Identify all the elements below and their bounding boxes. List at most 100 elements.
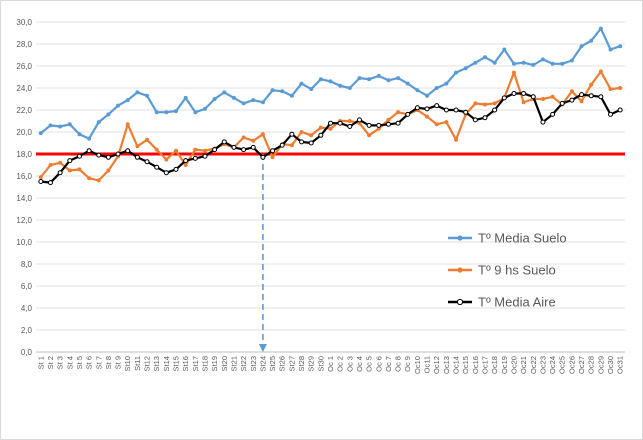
- data-point: [328, 120, 333, 126]
- x-tick-label: St24: [258, 356, 267, 371]
- x-tick-label: St14: [162, 356, 171, 371]
- data-point: [405, 111, 411, 117]
- data-point: [396, 76, 401, 81]
- data-point: [58, 124, 63, 129]
- x-tick-label: St16: [181, 356, 190, 371]
- data-point: [86, 148, 92, 154]
- data-point: [366, 122, 372, 128]
- data-point: [618, 86, 623, 90]
- data-point: [135, 90, 140, 95]
- x-tick-label: St20: [220, 356, 229, 371]
- data-point: [241, 147, 247, 153]
- data-point: [588, 93, 594, 99]
- data-point: [454, 137, 459, 142]
- data-point: [472, 117, 478, 123]
- data-point: [57, 170, 63, 176]
- data-point: [598, 69, 603, 74]
- data-point: [164, 110, 169, 115]
- data-point: [453, 107, 459, 113]
- data-point: [241, 101, 246, 106]
- data-point: [154, 147, 159, 152]
- data-point: [608, 111, 614, 117]
- data-point: [77, 132, 82, 137]
- legend-marker: [457, 267, 463, 273]
- data-point: [193, 147, 198, 152]
- data-point: [492, 107, 498, 113]
- data-point: [193, 110, 198, 115]
- x-tick-label: Oc15: [461, 356, 470, 374]
- data-point: [414, 105, 420, 111]
- data-point: [309, 87, 314, 92]
- x-tick-label: St15: [172, 356, 181, 371]
- x-tick-label: Oc17: [480, 356, 489, 374]
- data-point: [105, 154, 111, 160]
- data-point: [589, 38, 594, 43]
- x-tick-label: Oc10: [413, 356, 422, 374]
- data-point: [386, 117, 391, 122]
- x-tick-label: St 8: [104, 356, 113, 369]
- data-point: [76, 153, 82, 159]
- x-tick-label: St26: [278, 356, 287, 371]
- data-point: [579, 44, 584, 49]
- x-tick-label: Oc 5: [365, 356, 374, 372]
- data-point: [492, 101, 497, 106]
- data-point: [125, 148, 131, 154]
- y-tick-label: 4,0: [21, 304, 33, 313]
- data-point: [212, 97, 217, 101]
- y-axis-tick-labels: 0,0 2,0 4,0 6,0 8,0 10,0 12,0 14,0 16,0 18,0 20,0 2…: [16, 18, 32, 357]
- data-point: [444, 81, 449, 86]
- data-point: [125, 98, 130, 103]
- y-tick-label: 20,0: [16, 128, 32, 137]
- data-point: [299, 139, 305, 145]
- data-point: [67, 122, 72, 127]
- x-tick-label: St11: [133, 356, 142, 371]
- data-point: [231, 144, 237, 150]
- x-tick-label: St17: [191, 356, 200, 371]
- series-group: [38, 26, 623, 186]
- x-tick-label: St13: [152, 356, 161, 371]
- data-point: [550, 94, 555, 99]
- data-point: [550, 111, 556, 117]
- x-tick-label: St12: [143, 356, 152, 371]
- legend-marker: [457, 235, 463, 241]
- y-tick-label: 22,0: [16, 106, 32, 115]
- y-tick-label: 28,0: [16, 40, 32, 49]
- y-tick-label: 6,0: [21, 282, 33, 291]
- y-tick-label: 2,0: [21, 326, 33, 335]
- data-point: [569, 89, 574, 94]
- data-point: [521, 60, 526, 65]
- data-point: [367, 133, 372, 138]
- data-point: [559, 100, 565, 106]
- data-point: [347, 124, 353, 129]
- data-point: [386, 78, 391, 83]
- y-tick-label: 18,0: [16, 150, 32, 159]
- data-point: [309, 133, 314, 138]
- data-point: [396, 110, 401, 115]
- x-tick-label: St28: [297, 356, 306, 371]
- y-tick-label: 10,0: [16, 238, 32, 247]
- data-point: [521, 91, 527, 96]
- x-tick-label: Oc28: [587, 356, 596, 374]
- data-point: [280, 89, 285, 94]
- x-tick-label: Oc25: [558, 356, 567, 374]
- x-tick-label: Oc24: [548, 356, 557, 374]
- x-axis-tick-labels: St 1 St 2 St 3 St 4 St 5 St 6 St 7 St 8 St 9 St10…: [36, 356, 624, 374]
- x-tick-label: Oc29: [596, 356, 605, 374]
- data-point: [511, 91, 517, 96]
- data-point: [38, 175, 43, 180]
- data-point: [299, 130, 304, 134]
- x-tick-label: Oc 9: [403, 356, 412, 372]
- data-point: [145, 137, 150, 142]
- data-point: [270, 148, 276, 154]
- legend-marker: [456, 298, 464, 306]
- x-tick-label: St30: [316, 356, 325, 371]
- x-tick-label: Oc22: [529, 356, 538, 374]
- data-point: [270, 88, 275, 93]
- x-tick-label: St21: [229, 356, 238, 371]
- data-point: [405, 81, 410, 86]
- x-tick-label: Oc23: [538, 356, 547, 374]
- data-point: [540, 119, 546, 125]
- x-tick-label: St 4: [65, 356, 74, 369]
- data-point: [38, 131, 43, 136]
- data-point: [385, 121, 391, 127]
